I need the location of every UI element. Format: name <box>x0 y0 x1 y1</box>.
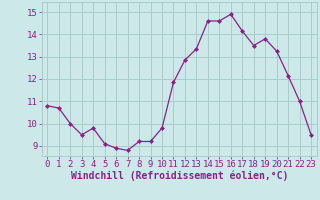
X-axis label: Windchill (Refroidissement éolien,°C): Windchill (Refroidissement éolien,°C) <box>70 171 288 181</box>
